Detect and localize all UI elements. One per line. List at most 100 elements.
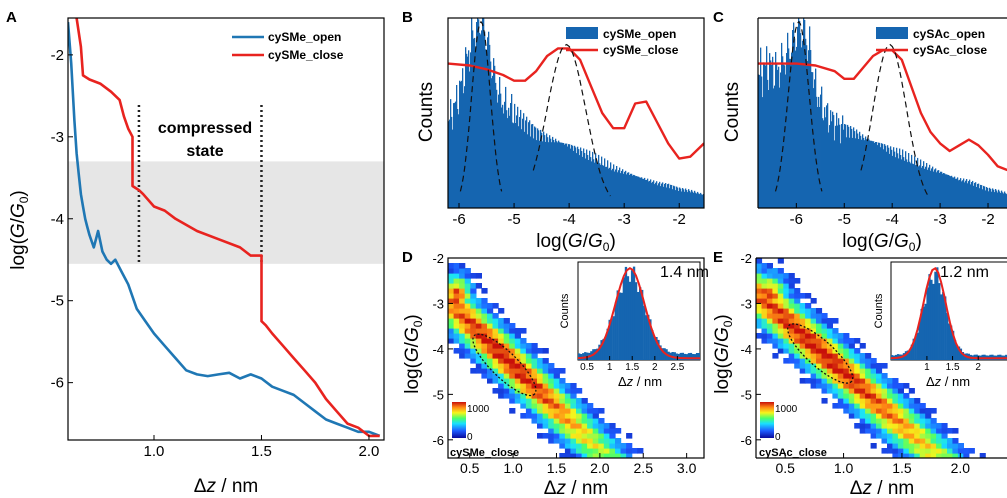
- histogram-bin-172: [929, 170, 932, 208]
- heatmap-cell-98: [783, 273, 790, 279]
- panel-b: -6 -5 -4 -3 -2 cySMe_open cySMe_close Counts…: [416, 17, 705, 254]
- histogram-bin-175: [932, 171, 935, 208]
- heatmap-cell-273: [537, 393, 544, 399]
- histogram-bin-247: [695, 192, 697, 208]
- heatmap-cell-74: [777, 298, 784, 304]
- heatmap-cell-147: [492, 338, 499, 344]
- heatmap-cell-194: [816, 328, 823, 334]
- x-ticks-d: 0.5 1.0 1.5 2.0 2.5 3.0: [460, 453, 697, 476]
- heatmap-cell-199: [509, 343, 516, 349]
- histogram-bin-40: [798, 18, 800, 208]
- histogram-bin-3: [761, 76, 763, 208]
- heatmap-cell-18: [761, 323, 768, 329]
- heatmap-cell-359: [564, 383, 572, 389]
- heatmap-cell-341: [559, 388, 566, 394]
- heatmap-cell-435: [603, 428, 610, 434]
- heatmap-cell-250: [531, 418, 538, 424]
- heatmap-cell-52: [464, 353, 471, 359]
- heatmap-cell-121: [794, 343, 801, 349]
- heatmap-cell-170: [810, 363, 817, 369]
- heatmap-cell-501: [930, 433, 937, 439]
- histogram-bin-30: [788, 48, 790, 208]
- histogram-bin-22: [780, 72, 782, 208]
- heatmap-cell-190: [816, 348, 823, 354]
- histogram-bin-17: [775, 52, 777, 208]
- heatmap-cell-131: [487, 333, 494, 339]
- heatmap-cell-48: [459, 278, 466, 284]
- heatmap-cell-57: [464, 328, 471, 334]
- histogram-bin-2: [760, 47, 762, 208]
- heatmap-cell-378: [576, 438, 583, 444]
- histogram-bin-86: [843, 124, 846, 208]
- heatmap-cell-291: [542, 383, 549, 389]
- heatmap-cell-373: [876, 368, 883, 374]
- histogram-bin-32: [790, 58, 792, 208]
- histogram-bin-97: [854, 138, 857, 208]
- heatmap-cell-76: [777, 288, 784, 294]
- y-3-tick-label-1: -3: [432, 296, 444, 311]
- histogram-bin-223: [980, 185, 983, 208]
- histogram-bin-19: [467, 56, 469, 208]
- heatmap-cell-126: [487, 358, 494, 364]
- heatmap-cell-462: [908, 398, 915, 404]
- heatmap-cell-114: [788, 283, 795, 289]
- heatmap-cell-258: [531, 378, 538, 384]
- histogram-bin-191: [639, 177, 641, 208]
- heatmap-cell-3: [448, 323, 455, 329]
- close-curve: [758, 49, 1007, 172]
- histogram-bin-46: [494, 65, 496, 208]
- histogram-bin-192: [949, 176, 952, 208]
- histogram-bin-176: [933, 169, 936, 208]
- heatmap-cell-191: [816, 343, 823, 349]
- legend-swatch-open-b: [566, 27, 598, 39]
- heatmap-cell-72: [777, 308, 784, 314]
- histogram-bin-77: [834, 125, 837, 208]
- heatmap-cell-288: [848, 363, 855, 369]
- heatmap-cell-481: [919, 428, 926, 434]
- heatmap-cell-401: [887, 398, 894, 404]
- heatmap-cell-352: [564, 418, 572, 424]
- heatmap-cell-467: [914, 438, 921, 444]
- heatmap-cell-196: [509, 358, 516, 364]
- heatmap-cell-113: [481, 333, 488, 339]
- heatmap-cell-12: [448, 278, 455, 284]
- inset-bin-25: [940, 294, 943, 360]
- heatmap-cell-340: [865, 363, 872, 369]
- heatmap-cell-29: [761, 268, 768, 274]
- heatmap-cell-91: [475, 353, 482, 359]
- heatmap-cell-88: [783, 323, 790, 329]
- heatmap-cell-329: [865, 418, 872, 424]
- heatmap-cell-255: [837, 363, 844, 369]
- heatmap-cell-442: [903, 428, 910, 434]
- heatmap-cell-4: [756, 308, 763, 314]
- heatmap-cell-328: [553, 368, 560, 374]
- heatmap-cell-18: [453, 333, 460, 339]
- heatmap-cell-222: [826, 358, 833, 364]
- heatmap-cell-9: [756, 283, 763, 289]
- heatmap-cell-408: [892, 443, 899, 449]
- heatmap-cell-291: [848, 348, 855, 354]
- histogram-bin-36: [794, 38, 796, 208]
- heatmap-cell-62: [464, 303, 471, 309]
- heatmap-cell-50: [459, 268, 466, 274]
- heatmap-cell-153: [805, 358, 812, 364]
- inset-tick-label-2: 1.5: [625, 362, 639, 373]
- legend-label-open-c: cySAc_open: [913, 27, 985, 41]
- heatmap-cell-42: [459, 308, 466, 314]
- heatmap-cell-423: [897, 448, 904, 454]
- inset-bin-9: [908, 349, 911, 360]
- heatmap-cell-319: [859, 383, 866, 389]
- dotted-ellipse-e: [787, 323, 854, 384]
- heatmap-cell-451: [620, 443, 627, 449]
- histogram-bin-233: [990, 191, 993, 208]
- heatmap-cell-31: [766, 338, 773, 344]
- histogram-bin-85: [533, 138, 535, 208]
- heatmap-cell-478: [919, 443, 926, 449]
- heatmap-cell-485: [919, 408, 926, 414]
- y-a-tick-label-3: -5: [51, 293, 64, 310]
- heatmap-cell-250: [837, 388, 844, 394]
- heatmap-cell-95: [475, 333, 482, 339]
- heatmap-cell-127: [487, 353, 494, 359]
- histogram-bin-56: [504, 101, 506, 208]
- heatmap-cell-137: [799, 358, 806, 364]
